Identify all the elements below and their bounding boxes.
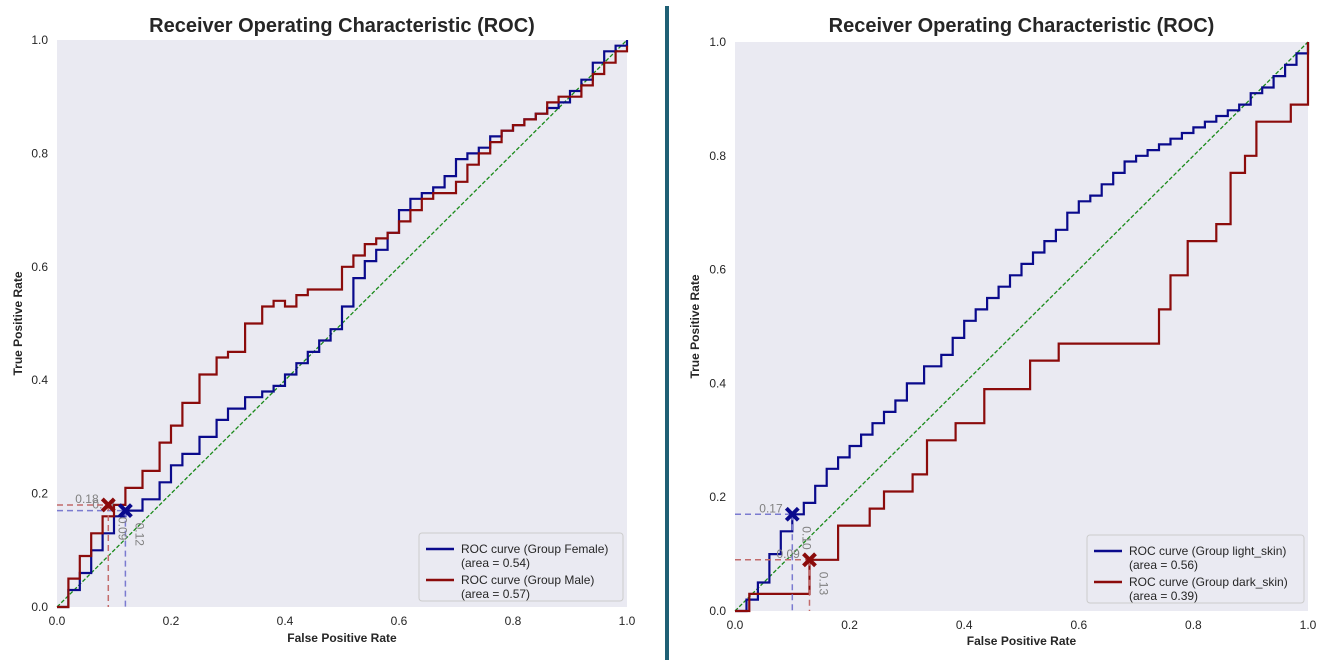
panel-divider [665, 6, 669, 660]
legend-entry-name: ROC curve (Group Male) [461, 573, 594, 587]
x-tick-label: 0.6 [391, 614, 408, 628]
threshold-tpr-label: 0.18 [75, 492, 99, 506]
threshold-fpr-label: 0.09 [115, 517, 129, 541]
threshold-marker-x [784, 506, 800, 522]
chart-title: Receiver Operating Characteristic (ROC) [149, 15, 535, 37]
y-tick-label: 0.0 [709, 604, 726, 618]
threshold-tpr-label: 0.09 [776, 547, 800, 561]
x-tick-label: 0.4 [277, 614, 294, 628]
legend-entry-name: ROC curve (Group dark_skin) [1129, 575, 1288, 589]
x-tick-label: 0.2 [163, 614, 180, 628]
y-tick-label: 1.0 [31, 33, 48, 47]
x-tick-label: 0.6 [1070, 618, 1087, 632]
x-tick-label: 0.4 [956, 618, 973, 632]
legend-entry-area: (area = 0.54) [461, 556, 530, 570]
y-tick-label: 0.0 [31, 600, 48, 614]
chart-title: Receiver Operating Characteristic (ROC) [829, 15, 1215, 37]
x-tick-label: 1.0 [1300, 618, 1317, 632]
threshold-fpr-label: 0.12 [132, 523, 146, 547]
y-tick-label: 0.8 [31, 146, 48, 160]
threshold-marker-x [802, 552, 817, 568]
legend-box [1086, 534, 1305, 604]
x-tick-label: 0.0 [727, 618, 744, 632]
x-tick-label: 0.2 [841, 618, 858, 632]
legend-entry-area: (area = 0.39) [1129, 589, 1198, 603]
chart-panel-1: Receiver Operating Characteristic (ROC) F… [11, 15, 636, 645]
y-tick-label: 0.2 [31, 487, 48, 501]
y-axis-label: True Positive Rate [11, 271, 25, 375]
legend-box [418, 532, 624, 602]
chance-diagonal-line [734, 41, 1309, 612]
y-tick-label: 0.4 [709, 376, 726, 390]
threshold-tpr-label: 0.17 [759, 501, 783, 515]
y-axis-label: True Positive Rate [688, 274, 702, 378]
threshold-fpr-label: 0.13 [816, 572, 830, 596]
legend-entry-area: (area = 0.56) [1129, 558, 1198, 572]
y-tick-label: 0.6 [31, 260, 48, 274]
roc-curve-series-1 [735, 42, 1310, 613]
y-tick-label: 1.0 [709, 35, 726, 49]
x-axis-label: False Positive Rate [287, 631, 397, 645]
legend-entry-area: (area = 0.57) [461, 587, 530, 601]
chance-diagonal-line [56, 39, 628, 608]
x-tick-label: 0.8 [1185, 618, 1202, 632]
roc-curve-series-2 [57, 45, 629, 609]
y-tick-label: 0.4 [31, 373, 48, 387]
chart-panel-2: Receiver Operating Characteristic (ROC) F… [688, 15, 1317, 648]
roc-curve-series-2 [735, 42, 1310, 613]
x-tick-label: 0.0 [49, 614, 66, 628]
legend-entry-name: ROC curve (Group light_skin) [1129, 544, 1286, 558]
y-tick-label: 0.6 [709, 263, 726, 277]
y-tick-label: 0.8 [709, 149, 726, 163]
y-tick-label: 0.2 [709, 490, 726, 504]
threshold-marker-x [100, 497, 116, 513]
threshold-fpr-label: 0.10 [799, 526, 813, 550]
legend-entry-name: ROC curve (Group Female) [461, 542, 608, 556]
x-tick-label: 1.0 [619, 614, 636, 628]
x-axis-label: False Positive Rate [967, 634, 1077, 648]
x-tick-label: 0.8 [505, 614, 522, 628]
threshold-marker-x [117, 503, 133, 519]
